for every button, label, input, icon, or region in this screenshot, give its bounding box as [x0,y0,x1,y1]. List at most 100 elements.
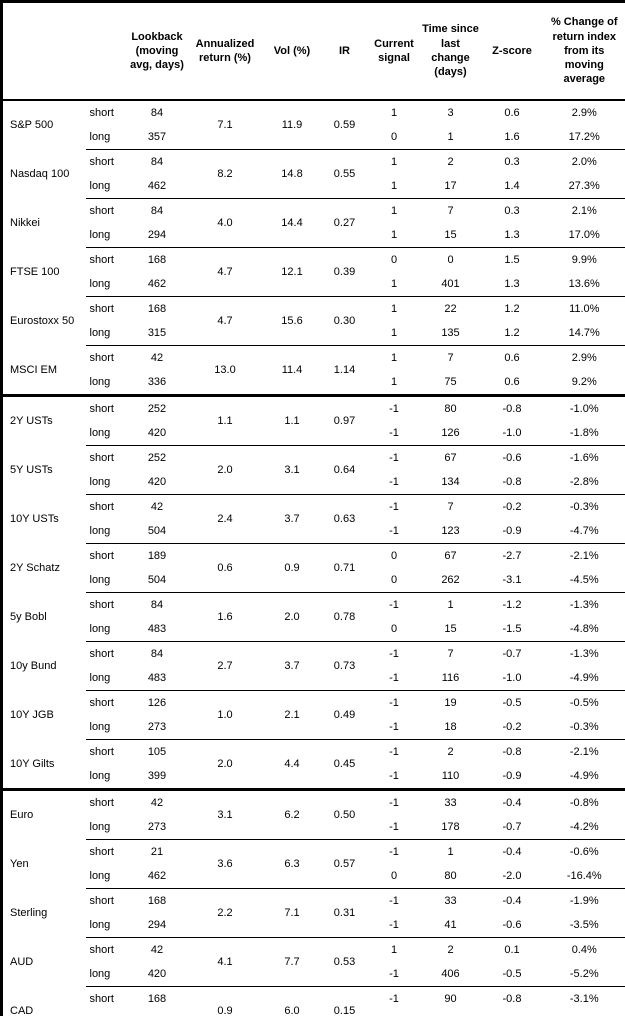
pct-change-value: -4.9% [543,764,625,791]
col-header-leg [86,2,127,101]
zscore-value: 0.6 [480,370,544,397]
zscore-value: 1.6 [480,125,544,150]
pct-change-value: -0.3% [569,501,599,513]
table-row-long: long 462 1 17 1.4 27.3% [2,174,625,199]
ir-value: 0.31 [321,888,368,938]
vol-value: 11.4 [262,345,322,397]
ir-value: 0.57 [321,839,368,889]
current-signal-value: -1 [389,746,399,758]
leg-label: short [89,797,114,809]
lookback-value: 168 [147,993,167,1005]
zscore-value: -1.1 [481,1011,544,1016]
zscore-value: -0.7 [480,815,544,840]
current-signal-value: -1 [389,403,399,415]
lookback-value: 189 [147,550,167,562]
leg-label: short [89,944,114,956]
pct-change-value: 9.9% [571,254,597,266]
lookback-value: 84 [150,205,164,217]
zscore-value: -0.4 [502,895,522,907]
zscore-value: -0.6 [480,913,544,938]
time-since-last-change-value: 90 [444,993,457,1005]
pct-change-value: -3.5% [543,913,625,938]
ir-value: 0.78 [321,592,368,642]
lookback-value: 420 [126,421,188,446]
current-signal-value: -1 [389,895,399,907]
ir-value: 0.15 [333,1005,356,1016]
leg-label: long [85,568,127,593]
current-signal-value: -1 [367,519,421,544]
zscore-value: -0.8 [502,993,522,1005]
current-signal-value: 1 [390,352,398,364]
leg-label: long [85,913,127,938]
time-since-last-change-value: 7 [447,648,454,660]
time-since-last-change-value: 17 [420,174,481,199]
header-row: Lookback (moving avg, days) Annualized r… [1,2,625,101]
zscore-value: -0.4 [502,846,522,858]
current-signal-value: -1 [389,797,399,809]
leg-label: short [89,156,114,168]
table-row-long: long 399 -1 110 -0.9 -4.9% [2,764,625,791]
current-signal-value: 0 [367,864,421,889]
lookback-value: 168 [147,254,167,266]
leg-label: short [89,648,114,660]
lookback-value: 42 [150,797,164,809]
time-since-last-change-value: 15 [420,223,481,248]
current-signal-value: 1 [367,174,421,199]
annualized-return-value: 7.1 [187,100,263,150]
time-since-last-change-value: 2 [447,156,454,168]
table-row-short: 10Y JGB short 126 1.0 2.1 0.49 -1 19 -0.5 -0.5% [2,690,625,740]
leg-label: short [89,697,114,709]
leg-label: long [85,223,127,248]
leg-label: short [89,746,114,758]
table-row-short: AUD short 42 4.1 7.7 0.53 1 2 0.1 0.4% [2,937,625,987]
leg-label: long [85,272,127,297]
current-signal-value: -1 [389,993,399,1005]
ir-value: 0.73 [321,641,368,691]
pct-change-value: -4.5% [543,568,625,593]
vol-value: 3.7 [262,494,322,544]
annualized-return-value: 4.7 [187,296,263,346]
pct-change-value: -1.3% [569,599,599,611]
pct-change-value: -2.1% [569,550,599,562]
current-signal-value: -1 [389,846,399,858]
pct-change-value: -0.3% [543,715,625,740]
leg-label: long [85,321,127,346]
zscore-value: -1.0 [480,666,544,691]
zscore-value: -0.5 [480,962,544,987]
table-row-long: long 483 0 15 -1.5 -4.8% [2,617,625,642]
time-since-last-change-value: 1 [420,125,481,150]
table-row-long: long 420 -1 126 -1.0 -1.8% [2,421,625,446]
zscore-value: 0.3 [504,156,520,168]
time-since-last-change-value: 1 [447,846,454,858]
current-signal-value: 1 [390,156,398,168]
ir-value: 0.64 [321,445,368,495]
annualized-return-value: 13.0 [187,345,263,397]
table-row-long: long 315 1 135 1.2 14.7% [2,321,625,346]
vol-value: 11.9 [262,100,322,150]
pct-change-value: 13.6% [543,272,625,297]
current-signal-value: 0 [390,254,398,266]
ir-value: 0.53 [321,937,368,987]
time-since-last-change-value: 41 [420,913,481,938]
time-since-last-change-value: 406 [420,962,481,987]
lookback-value: 294 [126,913,188,938]
annualized-return-value: 2.7 [187,641,263,691]
vol-value: 15.6 [262,296,322,346]
table-row-long: long 504 0 262 -3.1 -4.5% [2,568,625,593]
pct-change-value: -0.8% [569,797,599,809]
leg-label: long [85,174,127,199]
leg-label: long [85,815,127,840]
lookback-value: 273 [126,815,188,840]
lookback-value: 420 [126,470,188,495]
ir-value: 0.39 [321,247,368,297]
leg-label: short [89,846,114,858]
zscore-value: -0.8 [502,746,522,758]
asset-name: 5y Bobl [10,611,47,623]
asset-name: Eurostoxx 50 [10,315,75,327]
pct-change-value: -1.3% [569,648,599,660]
col-header-vol: Vol (%) [273,44,311,57]
pct-change-value: 2.9% [571,107,597,119]
time-since-last-change-value: 2 [447,746,454,758]
time-since-last-change-value: 1 [447,599,454,611]
current-signal-value: -1 [367,913,421,938]
